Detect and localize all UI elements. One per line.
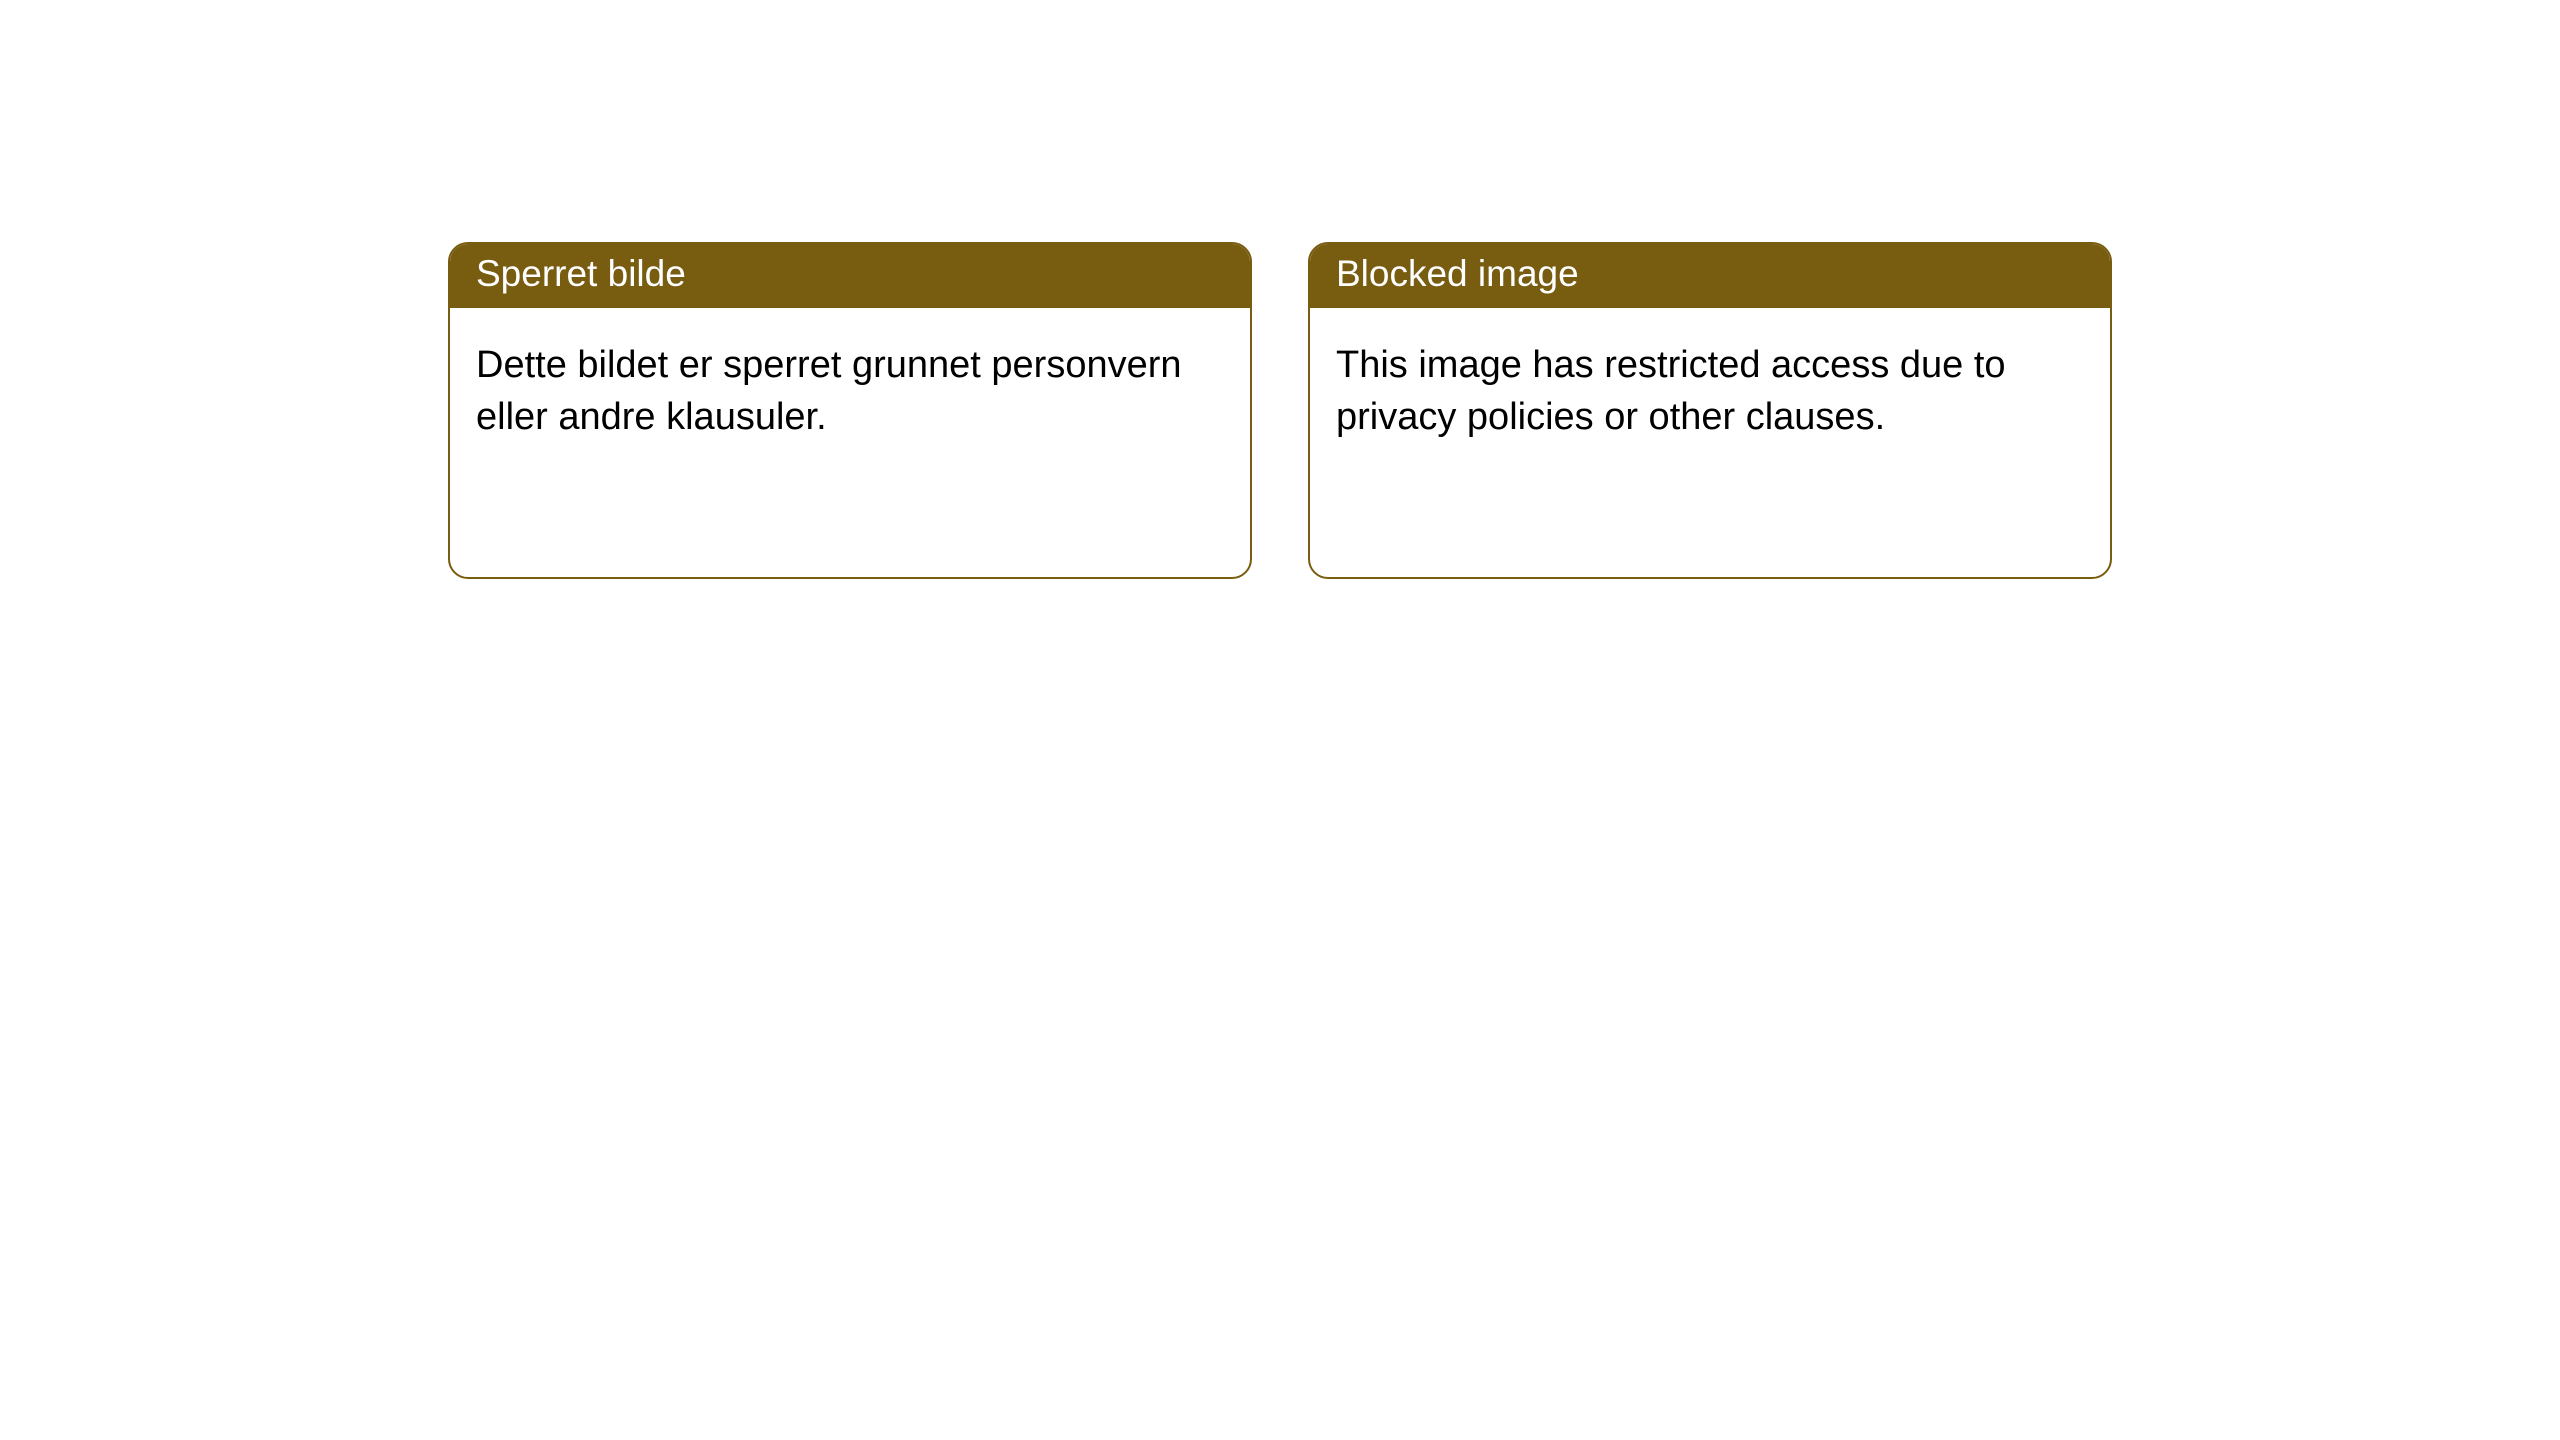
card-header-en: Blocked image [1310,244,2110,308]
card-title-en: Blocked image [1336,253,1579,294]
card-message-no: Dette bildet er sperret grunnet personve… [476,344,1182,437]
card-body-no: Dette bildet er sperret grunnet personve… [450,308,1250,475]
card-message-en: This image has restricted access due to … [1336,344,2006,437]
card-body-en: This image has restricted access due to … [1310,308,2110,475]
blocked-image-card-en: Blocked image This image has restricted … [1308,242,2112,579]
notice-container: Sperret bilde Dette bildet er sperret gr… [0,0,2560,579]
card-title-no: Sperret bilde [476,253,686,294]
card-header-no: Sperret bilde [450,244,1250,308]
blocked-image-card-no: Sperret bilde Dette bildet er sperret gr… [448,242,1252,579]
